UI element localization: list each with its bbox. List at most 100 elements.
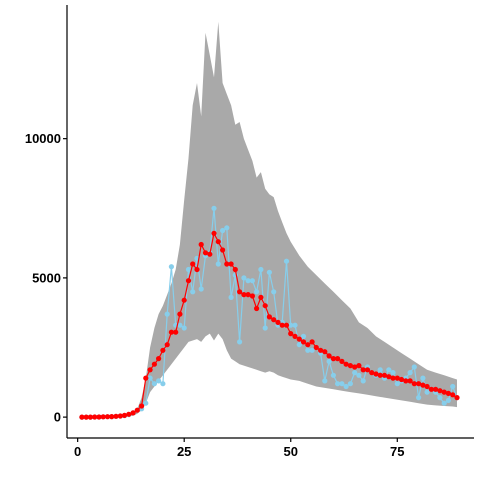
data-point <box>420 375 426 381</box>
y-tick-label: 5000 <box>32 270 61 285</box>
data-point <box>143 400 149 406</box>
data-point <box>420 382 426 388</box>
data-point <box>416 381 422 387</box>
data-point <box>245 278 251 284</box>
data-point <box>394 375 400 381</box>
y-tick-label: 0 <box>54 410 61 425</box>
data-point <box>258 266 264 273</box>
data-point <box>305 342 311 348</box>
data-point <box>283 322 290 328</box>
data-point <box>262 325 268 331</box>
x-tick-label: 25 <box>177 444 191 459</box>
data-point <box>364 367 371 373</box>
data-point <box>454 395 460 401</box>
data-point <box>450 392 456 398</box>
data-point <box>271 289 277 295</box>
data-point <box>386 367 392 373</box>
data-point <box>83 414 89 420</box>
data-point <box>416 395 422 401</box>
data-point <box>437 388 443 394</box>
data-point <box>347 363 353 369</box>
data-point <box>181 325 187 331</box>
data-point <box>343 383 349 390</box>
data-point <box>407 378 413 384</box>
data-point <box>228 261 234 267</box>
data-point <box>92 414 98 420</box>
data-point <box>292 333 298 339</box>
data-point <box>377 372 383 378</box>
data-point <box>164 311 170 317</box>
data-point <box>173 329 179 335</box>
data-point <box>254 305 260 312</box>
data-point <box>424 383 430 390</box>
data-point <box>215 239 221 245</box>
data-point <box>296 342 302 348</box>
data-point <box>377 367 383 373</box>
data-point <box>198 241 204 248</box>
data-point <box>185 266 192 273</box>
data-point <box>156 378 162 384</box>
data-point <box>339 381 345 387</box>
data-point <box>369 370 375 376</box>
data-point <box>437 395 443 401</box>
data-point <box>330 356 336 362</box>
x-tick-label: 75 <box>390 444 404 459</box>
data-point <box>309 339 315 345</box>
data-point <box>305 347 311 353</box>
series-layer <box>79 205 460 420</box>
data-point <box>160 347 166 353</box>
data-point <box>292 322 298 328</box>
data-point <box>390 370 396 376</box>
data-point <box>130 410 136 416</box>
y-tick-label: 10000 <box>25 131 61 146</box>
series-1 <box>79 230 460 420</box>
data-point <box>288 322 294 328</box>
data-point <box>403 378 409 384</box>
data-point <box>360 367 366 373</box>
data-point <box>245 292 251 298</box>
data-point <box>322 378 328 384</box>
data-point <box>300 333 307 339</box>
x-tick-label: 50 <box>284 444 298 459</box>
data-point <box>117 413 123 419</box>
x-tick-label: 0 <box>74 444 81 459</box>
data-point <box>190 261 196 267</box>
data-point <box>411 381 417 387</box>
data-point <box>407 370 413 376</box>
confidence-band-layer <box>81 21 458 418</box>
data-point <box>164 342 170 348</box>
data-point <box>288 331 294 337</box>
data-point <box>224 225 230 231</box>
data-point <box>343 361 349 367</box>
data-point <box>143 375 149 381</box>
data-point <box>309 347 315 353</box>
data-point <box>134 407 140 413</box>
data-point <box>445 390 451 396</box>
data-point <box>318 347 324 353</box>
axes <box>66 5 474 439</box>
data-point <box>373 371 379 377</box>
data-point <box>347 381 353 387</box>
data-point <box>352 370 358 376</box>
tick-layer: 0 25 50 75 0 5000 10000 <box>25 131 405 459</box>
data-point <box>283 258 290 264</box>
data-point <box>326 358 332 364</box>
confidence-band <box>81 21 458 418</box>
data-point <box>224 261 230 267</box>
data-point <box>237 289 243 295</box>
data-point <box>356 363 362 369</box>
data-point <box>262 303 268 309</box>
data-point <box>330 372 336 378</box>
data-point <box>339 358 345 364</box>
data-point <box>360 378 366 384</box>
data-point <box>198 286 204 292</box>
data-point <box>220 227 226 234</box>
data-point <box>113 413 119 419</box>
data-point <box>450 383 456 390</box>
data-point <box>356 372 362 378</box>
data-point <box>352 364 358 370</box>
data-point <box>381 372 388 378</box>
data-point <box>300 339 307 345</box>
data-point <box>96 414 102 420</box>
